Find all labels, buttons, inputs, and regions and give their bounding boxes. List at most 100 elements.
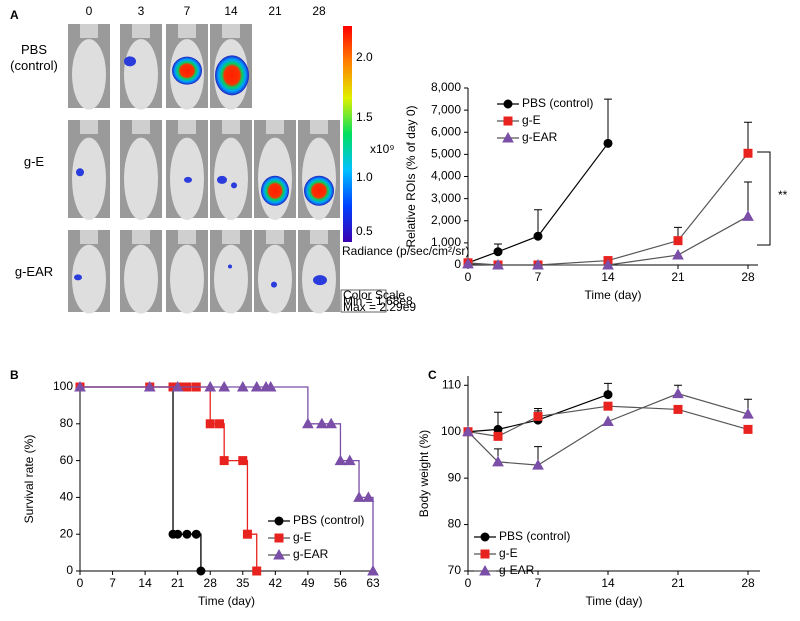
- x-tick-label: 14: [601, 270, 615, 284]
- marker: [462, 257, 474, 269]
- x-tick-label: 7: [535, 270, 542, 284]
- marker: [743, 148, 753, 158]
- y-tick-label: 3,000: [431, 191, 461, 205]
- legend-label: g-E: [522, 113, 541, 127]
- marker: [492, 258, 504, 270]
- marker: [250, 380, 263, 392]
- signal: [313, 275, 327, 286]
- y-tick-label: 60: [60, 453, 74, 467]
- y-axis-label: Body weight (%): [417, 430, 431, 517]
- legend-label: g-EAR: [522, 130, 558, 144]
- marker: [743, 424, 753, 434]
- marker: [462, 425, 474, 437]
- x-tick-label: 42: [269, 576, 283, 590]
- x-tick-label: 14: [601, 576, 615, 590]
- colorbar: [343, 26, 352, 242]
- scale-title: Color Scale: [343, 288, 405, 302]
- mouse-body: [72, 137, 106, 220]
- mouse-clamp: [310, 120, 328, 134]
- y-tick-label: 7,000: [431, 102, 461, 116]
- x-tick-label: 63: [366, 576, 380, 590]
- colorbar-unit: x10⁹: [370, 142, 395, 156]
- mouse-clamp: [178, 230, 196, 244]
- marker: [204, 380, 217, 392]
- marker: [238, 456, 248, 466]
- marker: [533, 411, 543, 421]
- marker: [673, 404, 683, 414]
- marker: [171, 380, 184, 392]
- marker: [362, 491, 375, 502]
- mouse-clamp: [178, 120, 196, 134]
- x-tick-label: 0: [465, 270, 472, 284]
- survival-line: [80, 386, 202, 571]
- mouse-clamp: [222, 120, 240, 134]
- marker: [672, 387, 684, 399]
- x-tick-label: 7: [109, 576, 116, 590]
- x-tick-label: 28: [204, 576, 218, 590]
- signal: [217, 175, 227, 184]
- signal: [74, 274, 82, 281]
- x-tick-label: 0: [77, 576, 84, 590]
- panel-label: B: [10, 368, 19, 382]
- x-tick-label: 0: [465, 576, 472, 590]
- signal: [231, 182, 237, 189]
- x-tick-label: 56: [334, 576, 348, 590]
- mouse-body: [124, 137, 158, 220]
- time-label: 14: [224, 4, 238, 18]
- error-bar: [744, 121, 752, 154]
- marker: [325, 417, 337, 429]
- x-tick-label: 28: [741, 576, 755, 590]
- signal: [184, 176, 192, 183]
- marker: [533, 231, 543, 241]
- mouse-body: [214, 244, 248, 314]
- panel-label: C: [428, 368, 437, 382]
- marker: [492, 455, 504, 467]
- survival-line: [80, 386, 258, 571]
- legend-label: PBS (control): [293, 513, 364, 527]
- mouse-clamp: [132, 120, 150, 134]
- signal: [172, 56, 202, 85]
- y-tick-label: 100: [441, 424, 461, 438]
- error-bar: [604, 98, 612, 144]
- mouse-clamp: [80, 24, 98, 38]
- y-tick-label: 5,000: [431, 147, 461, 161]
- marker: [218, 380, 231, 392]
- significance-bracket: [757, 151, 771, 246]
- mouse-body: [72, 244, 106, 314]
- marker: [205, 419, 215, 429]
- group-label: g-EAR: [14, 264, 54, 279]
- mouse-clamp: [132, 230, 150, 244]
- y-tick-label: 90: [448, 470, 462, 484]
- mouse-body: [170, 244, 204, 314]
- marker: [502, 131, 514, 143]
- marker: [742, 210, 754, 221]
- mouse-clamp: [266, 120, 284, 134]
- marker: [503, 116, 513, 126]
- y-tick-label: 20: [60, 526, 74, 540]
- mouse-clamp: [310, 230, 328, 244]
- marker: [215, 419, 225, 429]
- marker: [479, 564, 491, 576]
- y-tick-label: 4,000: [431, 169, 461, 183]
- y-tick-label: 110: [442, 377, 461, 391]
- legend-label: g-E: [293, 530, 312, 544]
- colorbar-tick: 2.0: [356, 50, 373, 64]
- marker: [252, 566, 262, 576]
- mouse-clamp: [132, 24, 150, 38]
- series-line: [467, 393, 749, 466]
- mouse-body: [258, 244, 292, 314]
- x-tick-label: 21: [671, 270, 685, 284]
- x-tick-label: 7: [535, 576, 542, 590]
- mouse-body: [124, 244, 158, 314]
- marker: [603, 401, 613, 411]
- y-axis-label: Survival rate (%): [22, 435, 36, 524]
- time-label: 7: [184, 4, 191, 18]
- marker: [196, 566, 206, 576]
- marker: [74, 380, 86, 392]
- marker: [742, 408, 754, 419]
- x-axis-label: Time (day): [198, 594, 255, 608]
- legend-label: PBS (control): [522, 96, 593, 110]
- survival-line: [80, 386, 374, 571]
- colorbar-tick: 1.0: [356, 170, 373, 184]
